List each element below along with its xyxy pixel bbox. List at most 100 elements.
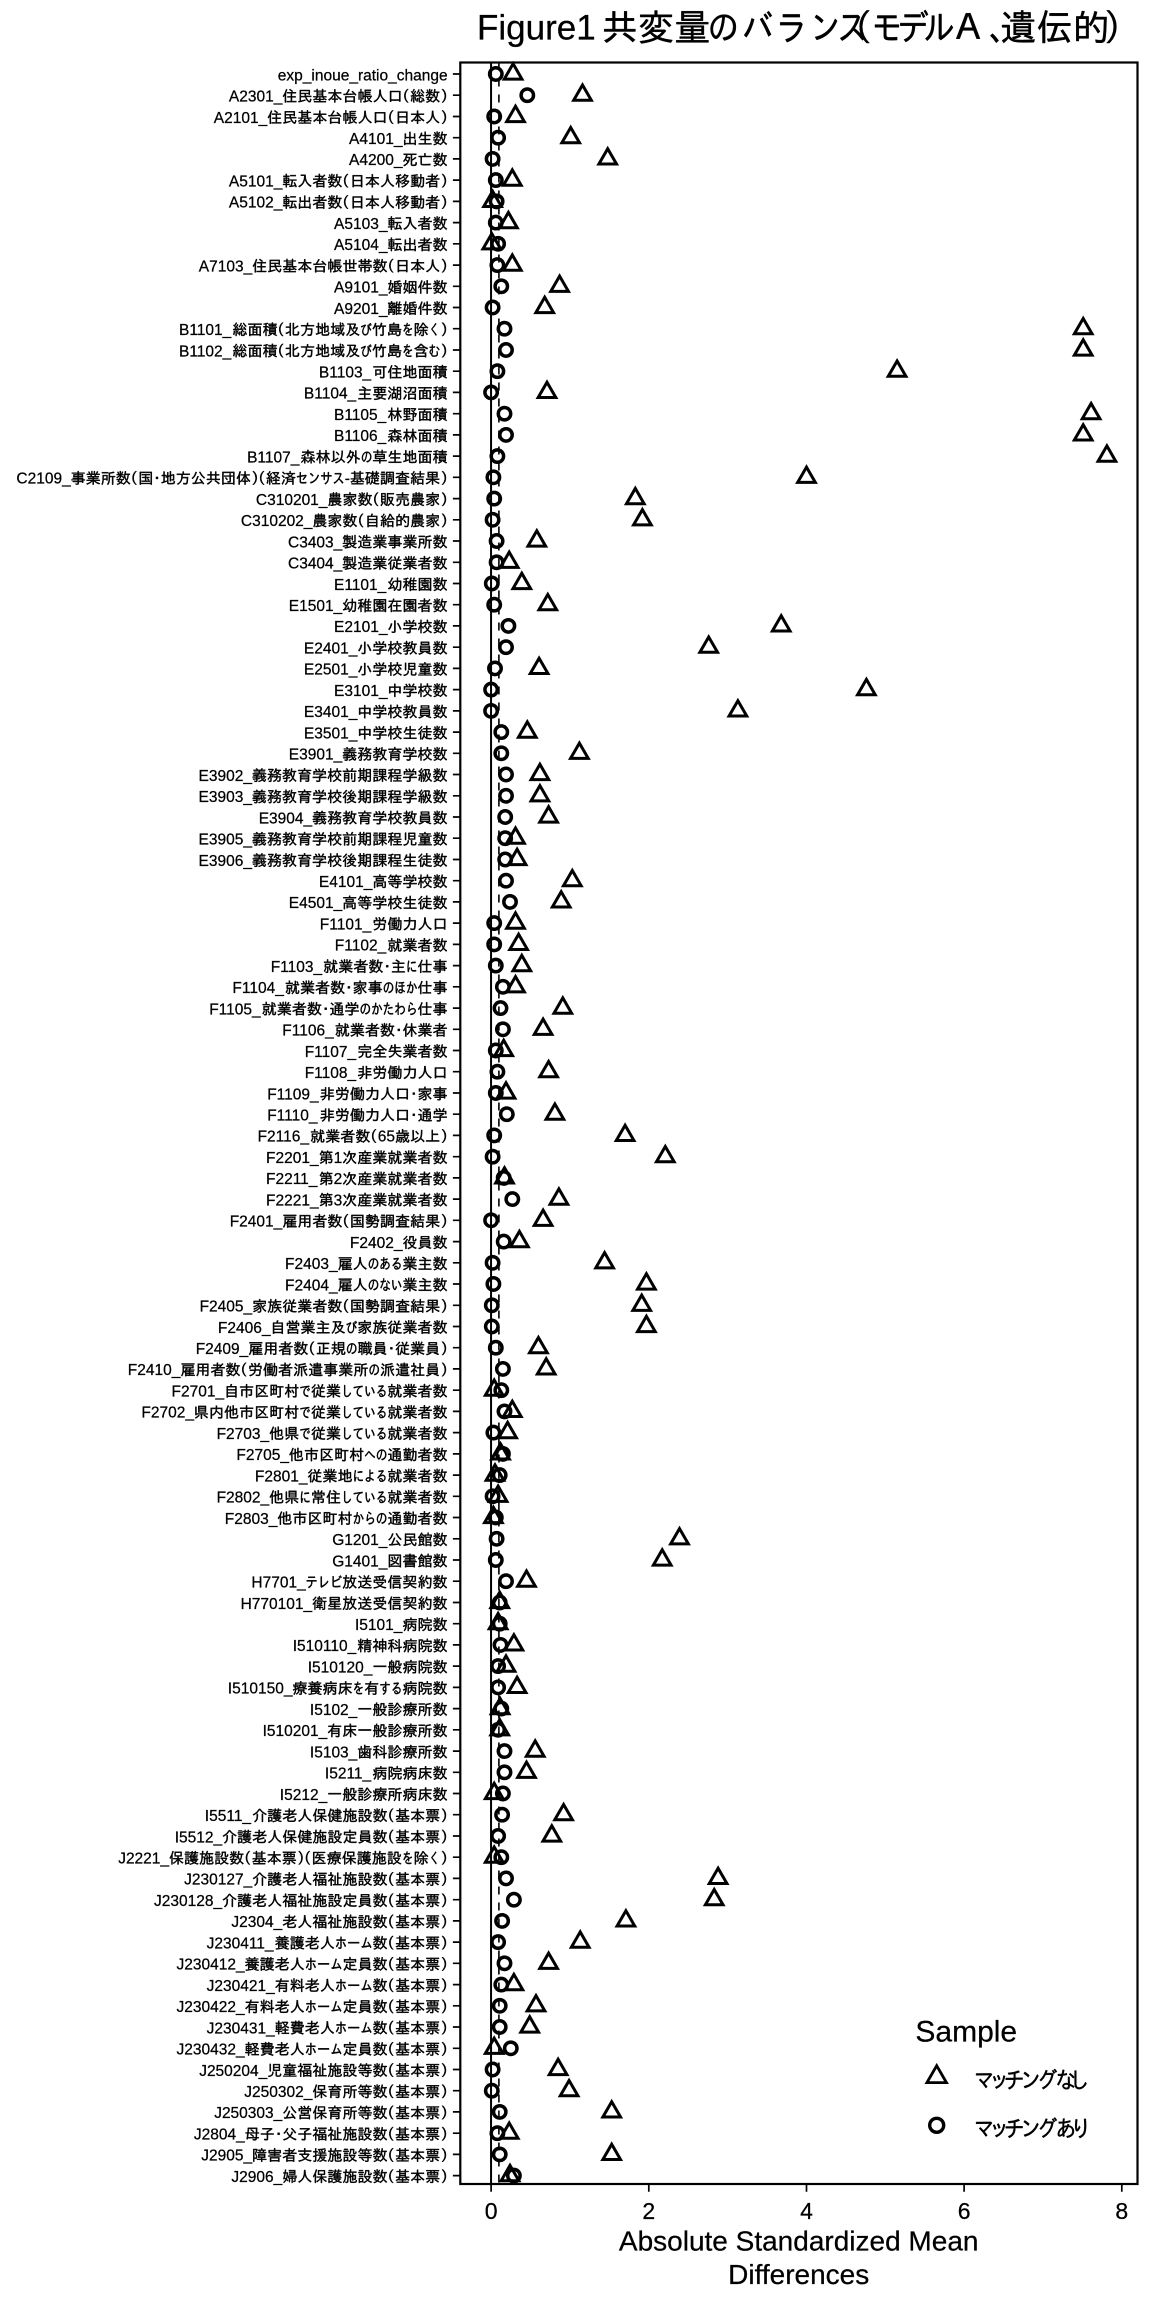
- svg-text:E2401_: E2401_: [304, 641, 358, 658]
- svg-text:Differences: Differences: [728, 2259, 869, 2290]
- svg-text:B1103_: B1103_: [319, 365, 372, 382]
- svg-text:G1401_: G1401_: [332, 1553, 388, 1570]
- svg-text:J230411_: J230411_: [207, 1935, 274, 1952]
- svg-text:2: 2: [642, 2198, 655, 2224]
- svg-text:E4101_: E4101_: [319, 874, 373, 891]
- svg-text:F2402_: F2402_: [350, 1235, 403, 1252]
- svg-text:F2702_: F2702_: [141, 1405, 194, 1422]
- svg-text:J2906_: J2906_: [231, 2169, 282, 2186]
- svg-text:F2401_: F2401_: [230, 1214, 283, 1231]
- svg-text:B1101_: B1101_: [179, 322, 232, 339]
- svg-text:J2304_: J2304_: [231, 1914, 282, 1931]
- svg-text:A9201_: A9201_: [334, 301, 388, 318]
- svg-text:C310202_: C310202_: [241, 513, 313, 530]
- svg-text:F2116_: F2116_: [258, 1129, 310, 1146]
- svg-text:B1106_: B1106_: [334, 428, 387, 445]
- svg-text:E2501_: E2501_: [304, 662, 358, 679]
- svg-text:E3401_: E3401_: [304, 704, 358, 721]
- svg-text:E4501_: E4501_: [289, 895, 343, 912]
- svg-text:F1107_: F1107_: [305, 1044, 357, 1061]
- svg-text:E3501_: E3501_: [304, 725, 358, 742]
- svg-text:Figure1: Figure1: [477, 9, 596, 48]
- svg-text:B1104_: B1104_: [304, 386, 357, 403]
- svg-text:F2701_: F2701_: [172, 1384, 225, 1401]
- svg-text:I5211_: I5211_: [325, 1766, 372, 1783]
- svg-text:J230421_: J230421_: [207, 1978, 275, 1995]
- svg-text:A2301_: A2301_: [229, 89, 283, 106]
- svg-text:F1102_: F1102_: [335, 938, 387, 955]
- svg-text:E3904_: E3904_: [259, 810, 313, 827]
- svg-text:F2410_: F2410_: [128, 1362, 181, 1379]
- svg-text:J250303_: J250303_: [214, 2105, 282, 2122]
- svg-text:F2403_: F2403_: [285, 1256, 338, 1273]
- svg-text:H7701_: H7701_: [251, 1575, 306, 1592]
- svg-text:6: 6: [958, 2198, 971, 2224]
- svg-text:J2905_: J2905_: [201, 2148, 252, 2165]
- svg-text:E2101_: E2101_: [334, 619, 388, 636]
- svg-text:J230412_: J230412_: [177, 1957, 245, 1974]
- svg-text:F1105_: F1105_: [209, 1001, 261, 1018]
- svg-text:A4200_: A4200_: [349, 152, 403, 169]
- svg-text:A5104_: A5104_: [334, 237, 388, 254]
- svg-text:F1106_: F1106_: [282, 1023, 334, 1040]
- svg-text:H770101_: H770101_: [241, 1596, 313, 1613]
- svg-text:F2409_: F2409_: [196, 1341, 249, 1358]
- svg-text:I510110_: I510110_: [293, 1638, 357, 1655]
- svg-text:E3902_: E3902_: [199, 768, 253, 785]
- svg-text:B1102_: B1102_: [179, 343, 232, 360]
- svg-text:J250302_: J250302_: [244, 2084, 312, 2101]
- svg-text:E3903_: E3903_: [199, 789, 253, 806]
- svg-text:J230128_: J230128_: [154, 1893, 222, 1910]
- svg-text:B1107_: B1107_: [247, 449, 300, 466]
- svg-text:I5103_: I5103_: [310, 1744, 358, 1761]
- svg-text:F1108_: F1108_: [305, 1065, 357, 1082]
- svg-text:A4101_: A4101_: [349, 131, 403, 148]
- svg-text:F1103_: F1103_: [271, 959, 323, 976]
- svg-text:C3403_: C3403_: [288, 534, 343, 551]
- svg-text:I5102_: I5102_: [310, 1702, 358, 1719]
- svg-text:B1105_: B1105_: [334, 407, 387, 424]
- svg-text:F1101_: F1101_: [320, 916, 372, 933]
- svg-text:G1201_: G1201_: [332, 1532, 388, 1549]
- svg-text:J230431_: J230431_: [207, 2020, 275, 2037]
- svg-text:I510150_: I510150_: [228, 1681, 293, 1698]
- svg-text:E1101_: E1101_: [334, 577, 387, 594]
- svg-text:J230127_: J230127_: [184, 1872, 252, 1889]
- svg-text:I5212_: I5212_: [280, 1787, 328, 1804]
- svg-text:F1110_: F1110_: [267, 1108, 318, 1125]
- svg-text:F2803_: F2803_: [225, 1511, 278, 1528]
- svg-text:E3906_: E3906_: [199, 853, 253, 870]
- svg-text:F2705_: F2705_: [236, 1447, 289, 1464]
- svg-text:F2211_: F2211_: [266, 1171, 318, 1188]
- svg-text:0: 0: [485, 2198, 498, 2224]
- svg-text:2: 2: [334, 1171, 343, 1188]
- svg-text:A5102_: A5102_: [229, 195, 283, 212]
- svg-text:65: 65: [378, 1129, 395, 1146]
- svg-text:C310201_: C310201_: [256, 492, 328, 509]
- svg-text:J2221_: J2221_: [118, 1851, 169, 1868]
- svg-text:E1501_: E1501_: [289, 598, 343, 615]
- svg-text:J2804_: J2804_: [194, 2127, 245, 2144]
- svg-text:F2406_: F2406_: [218, 1320, 271, 1337]
- svg-text:J230422_: J230422_: [177, 1999, 245, 2016]
- svg-text:F1109_: F1109_: [267, 1086, 319, 1103]
- svg-text:F2801_: F2801_: [255, 1468, 308, 1485]
- svg-text:A7103_: A7103_: [199, 258, 253, 275]
- svg-text:J250204_: J250204_: [199, 2063, 267, 2080]
- svg-text:J230432_: J230432_: [177, 2042, 245, 2059]
- svg-text:8: 8: [1115, 2198, 1128, 2224]
- svg-text:E3101_: E3101_: [334, 683, 388, 700]
- svg-text:F1104_: F1104_: [232, 980, 284, 997]
- svg-text:exp_inoue_ratio_change: exp_inoue_ratio_change: [278, 67, 448, 84]
- svg-text:F2405_: F2405_: [200, 1299, 253, 1316]
- svg-text:F2201_: F2201_: [266, 1150, 319, 1167]
- svg-text:I5101_: I5101_: [355, 1617, 403, 1634]
- svg-text:F2802_: F2802_: [217, 1490, 270, 1507]
- svg-text:1: 1: [334, 1150, 343, 1167]
- svg-text:I5511_: I5511_: [205, 1808, 252, 1825]
- svg-text:I510201_: I510201_: [263, 1723, 328, 1740]
- svg-text:-: -: [345, 471, 350, 488]
- svg-text:Sample: Sample: [915, 2016, 1017, 2049]
- svg-text:E3901_: E3901_: [289, 747, 343, 764]
- svg-text:A9101_: A9101_: [334, 280, 388, 297]
